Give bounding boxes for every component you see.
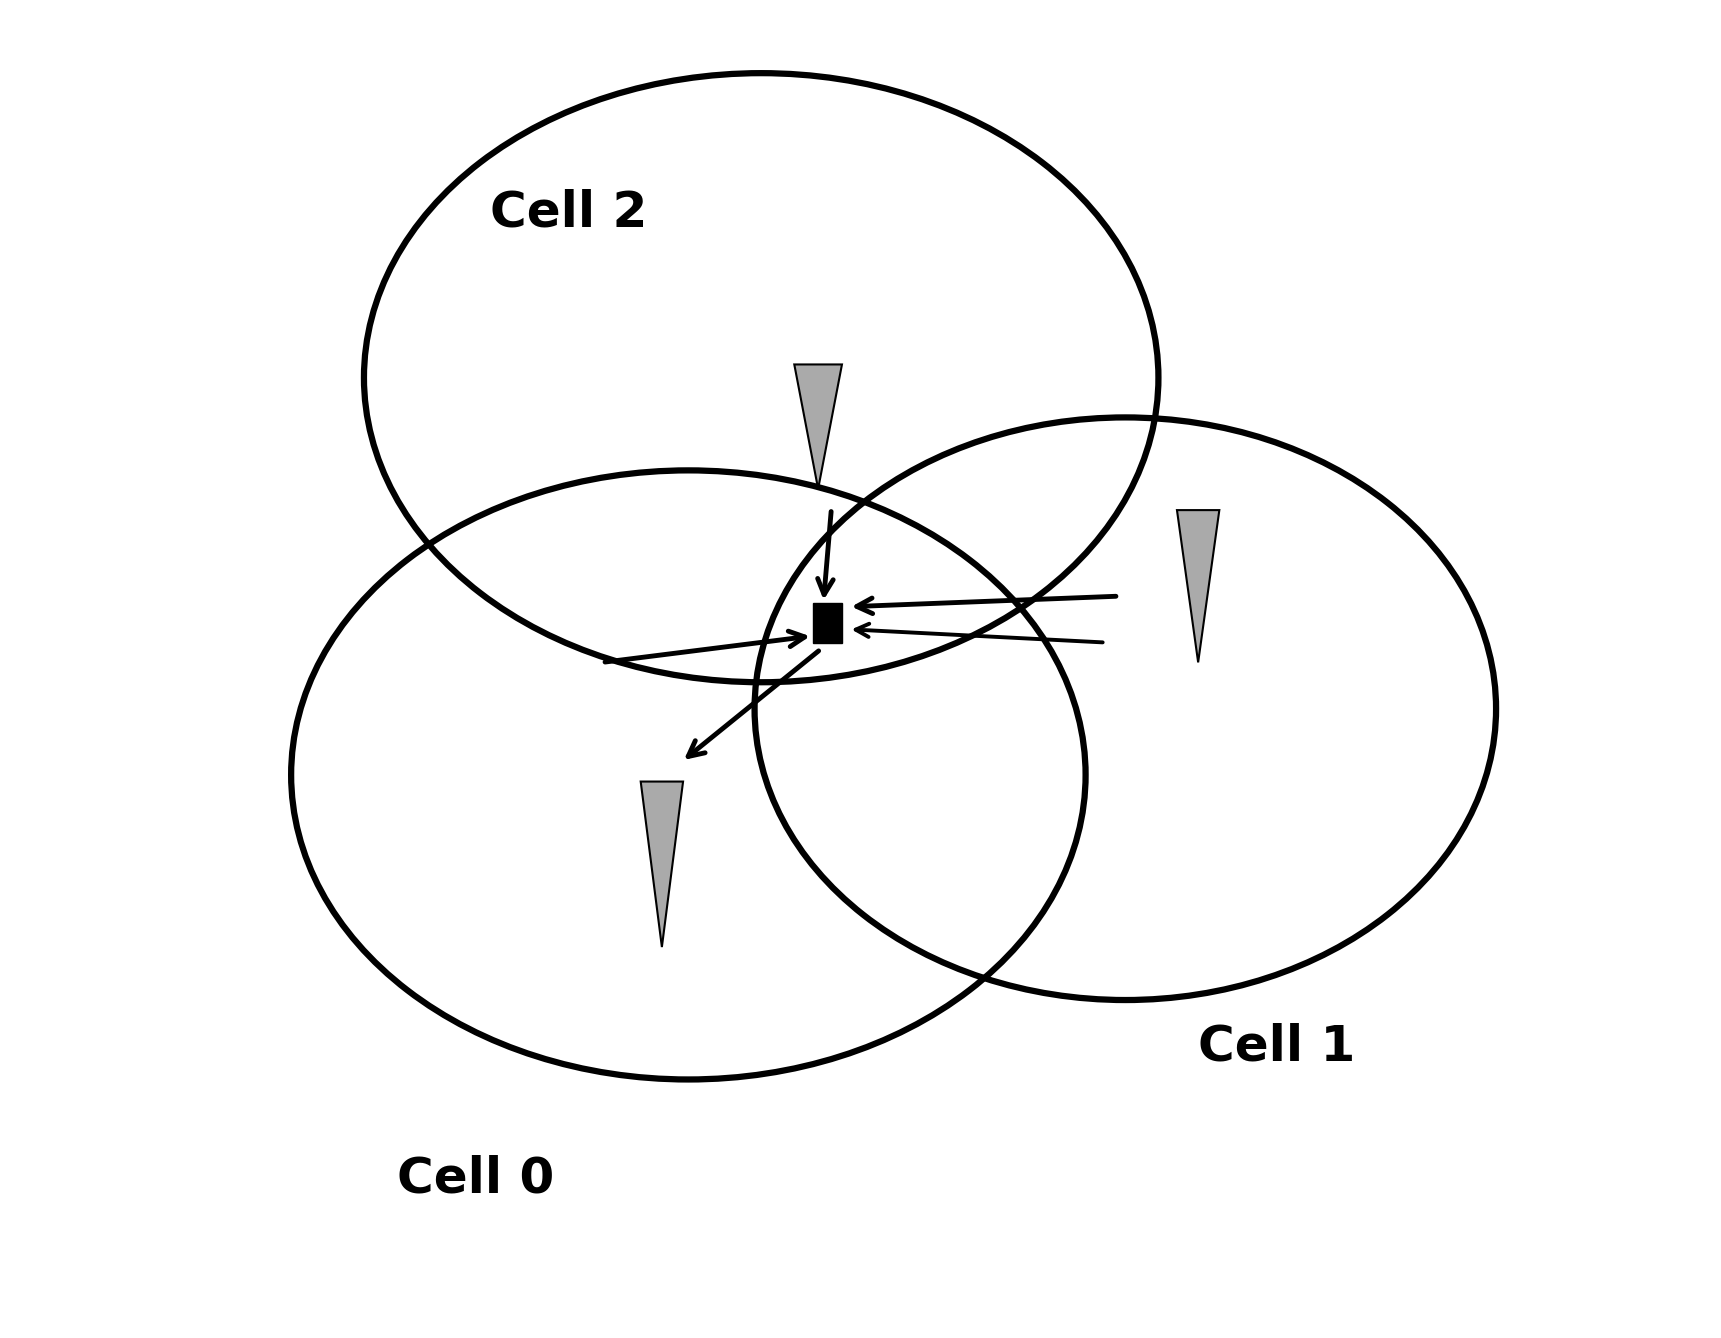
Bar (812, 603, 842, 642)
Text: Cell 1: Cell 1 (1198, 1022, 1356, 1070)
Polygon shape (795, 364, 842, 488)
Text: Cell 2: Cell 2 (490, 189, 647, 237)
Polygon shape (640, 781, 683, 947)
Polygon shape (1177, 510, 1220, 662)
Text: Cell 0: Cell 0 (398, 1155, 554, 1203)
